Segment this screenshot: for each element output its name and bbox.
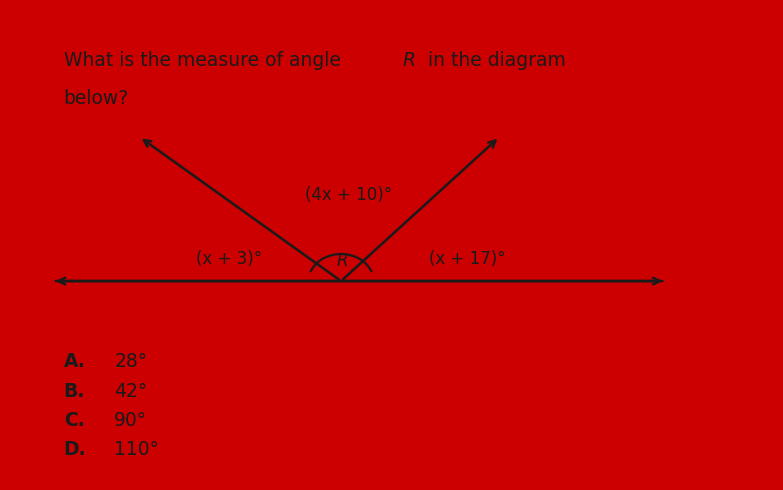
Text: (x + 3)°: (x + 3)° <box>197 249 262 268</box>
Text: R: R <box>402 51 415 70</box>
Text: (4x + 10)°: (4x + 10)° <box>305 186 392 204</box>
Text: C.: C. <box>63 411 85 430</box>
Text: What is the measure of angle: What is the measure of angle <box>63 51 347 70</box>
Text: B.: B. <box>63 382 85 400</box>
Text: 90°: 90° <box>114 411 147 430</box>
Text: 28°: 28° <box>114 352 147 371</box>
Text: A.: A. <box>63 352 85 371</box>
Text: (x + 17)°: (x + 17)° <box>429 249 506 268</box>
Text: below?: below? <box>63 90 129 108</box>
Text: in the diagram: in the diagram <box>423 51 566 70</box>
Text: R: R <box>337 252 348 270</box>
Text: 42°: 42° <box>114 382 147 400</box>
Text: D.: D. <box>63 440 86 459</box>
Text: 110°: 110° <box>114 440 159 459</box>
